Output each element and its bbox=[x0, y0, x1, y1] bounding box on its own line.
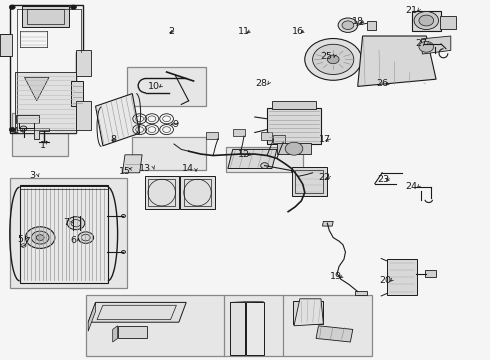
Polygon shape bbox=[294, 299, 323, 326]
Text: 15: 15 bbox=[120, 166, 131, 175]
Polygon shape bbox=[440, 16, 456, 29]
Polygon shape bbox=[277, 143, 311, 154]
Text: 24: 24 bbox=[406, 182, 417, 191]
Polygon shape bbox=[421, 36, 451, 54]
Circle shape bbox=[36, 235, 44, 240]
Polygon shape bbox=[316, 326, 353, 342]
Text: 7: 7 bbox=[64, 218, 70, 227]
Polygon shape bbox=[22, 6, 69, 27]
Polygon shape bbox=[0, 34, 12, 56]
Text: 27: 27 bbox=[416, 40, 427, 49]
Polygon shape bbox=[412, 11, 441, 31]
Polygon shape bbox=[16, 115, 39, 123]
Polygon shape bbox=[355, 291, 367, 295]
Bar bbox=[132, 137, 206, 170]
Polygon shape bbox=[145, 176, 179, 209]
Text: 16: 16 bbox=[292, 27, 304, 36]
Polygon shape bbox=[180, 176, 215, 209]
Polygon shape bbox=[24, 77, 49, 101]
Polygon shape bbox=[230, 302, 245, 355]
Circle shape bbox=[414, 12, 439, 30]
Polygon shape bbox=[96, 94, 140, 146]
Text: 6: 6 bbox=[70, 236, 76, 245]
Polygon shape bbox=[293, 301, 323, 324]
Polygon shape bbox=[267, 108, 321, 144]
Polygon shape bbox=[322, 221, 333, 226]
Bar bbox=[283, 295, 372, 356]
Polygon shape bbox=[76, 101, 91, 130]
Polygon shape bbox=[425, 270, 436, 277]
Circle shape bbox=[419, 41, 434, 52]
Circle shape bbox=[419, 15, 434, 26]
Text: 2: 2 bbox=[168, 27, 174, 36]
Polygon shape bbox=[15, 72, 76, 133]
Circle shape bbox=[67, 217, 85, 230]
Polygon shape bbox=[228, 149, 277, 168]
Circle shape bbox=[20, 126, 27, 131]
Bar bbox=[226, 147, 303, 172]
Circle shape bbox=[305, 39, 362, 80]
Circle shape bbox=[31, 231, 49, 244]
Polygon shape bbox=[88, 302, 96, 331]
Text: 25: 25 bbox=[320, 52, 332, 61]
Text: 4: 4 bbox=[13, 127, 19, 136]
Circle shape bbox=[78, 232, 94, 243]
Text: 17: 17 bbox=[319, 135, 331, 144]
Text: 14: 14 bbox=[182, 164, 194, 173]
Polygon shape bbox=[261, 132, 272, 140]
Bar bbox=[10, 178, 127, 288]
Polygon shape bbox=[367, 21, 376, 30]
Text: 8: 8 bbox=[110, 135, 116, 144]
Text: 18: 18 bbox=[352, 17, 364, 26]
Bar bbox=[12, 113, 68, 156]
Polygon shape bbox=[20, 185, 108, 283]
Circle shape bbox=[25, 227, 55, 248]
Bar bbox=[127, 67, 206, 106]
Polygon shape bbox=[88, 302, 186, 322]
Text: 26: 26 bbox=[376, 79, 388, 88]
Text: 21: 21 bbox=[406, 5, 417, 14]
Bar bbox=[224, 295, 284, 356]
Circle shape bbox=[261, 163, 269, 168]
Circle shape bbox=[313, 44, 354, 75]
Text: 5: 5 bbox=[18, 235, 24, 244]
Polygon shape bbox=[387, 259, 416, 295]
Text: 12: 12 bbox=[238, 150, 250, 158]
Circle shape bbox=[342, 21, 354, 30]
Text: 1: 1 bbox=[40, 141, 46, 150]
Polygon shape bbox=[113, 326, 118, 342]
Text: 20: 20 bbox=[379, 276, 391, 284]
Circle shape bbox=[285, 142, 303, 155]
Circle shape bbox=[292, 169, 298, 174]
Circle shape bbox=[338, 18, 358, 32]
Polygon shape bbox=[118, 326, 147, 338]
Bar bbox=[86, 295, 225, 356]
Polygon shape bbox=[34, 128, 49, 139]
Text: 9: 9 bbox=[173, 120, 179, 129]
Polygon shape bbox=[292, 167, 327, 196]
Text: 3: 3 bbox=[29, 171, 35, 180]
Polygon shape bbox=[358, 36, 436, 86]
Polygon shape bbox=[273, 135, 285, 143]
Text: 19: 19 bbox=[330, 272, 342, 281]
Circle shape bbox=[9, 5, 15, 9]
Polygon shape bbox=[76, 50, 91, 76]
Text: 28: 28 bbox=[255, 79, 267, 88]
Circle shape bbox=[327, 55, 339, 64]
Text: 10: 10 bbox=[148, 82, 160, 91]
Polygon shape bbox=[122, 155, 142, 173]
Text: 13: 13 bbox=[139, 164, 151, 173]
Circle shape bbox=[9, 127, 15, 132]
Polygon shape bbox=[233, 129, 245, 136]
Text: 23: 23 bbox=[377, 175, 390, 184]
Polygon shape bbox=[71, 81, 83, 106]
Polygon shape bbox=[206, 132, 218, 139]
Circle shape bbox=[71, 5, 76, 9]
Polygon shape bbox=[246, 302, 264, 355]
Polygon shape bbox=[272, 101, 316, 109]
Text: 11: 11 bbox=[238, 27, 250, 36]
Text: 22: 22 bbox=[319, 173, 331, 181]
